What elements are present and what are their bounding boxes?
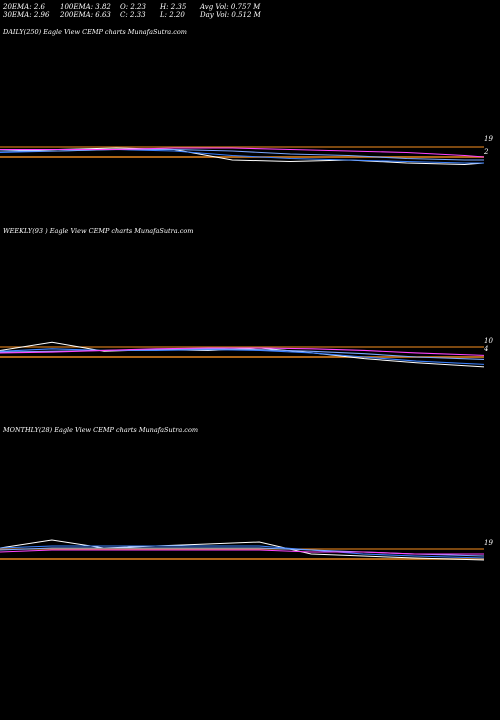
avg-vol-stat: Avg Vol: 0.757 M [200,3,261,11]
price-line [0,147,485,166]
stats-col-3: O: 2.23 C: 2.33 [120,3,146,19]
stats-col-1: 20EMA: 2.6 30EMA: 2.96 [3,3,49,19]
close-stat: C: 2.33 [120,11,146,19]
ema-long-line [0,147,485,158]
weekly-chart: 104 [0,337,493,368]
ema-short-line [0,545,485,559]
price-line [0,341,485,368]
monthly-panel-label: MONTHLY(28) Eagle View CEMP charts Munaf… [3,426,199,434]
price-line [0,539,485,561]
axis-tick-label: 2 [483,148,489,156]
stats-col-4: H: 2.35 L: 2.20 [160,3,186,19]
ema-mid-line [0,148,484,161]
ema100-stat: 100EMA: 3.82 [60,3,111,11]
ema-short-line [0,348,485,365]
axis-tick-label: 19 [484,135,493,143]
ema-long-line [0,549,484,555]
open-stat: O: 2.23 [120,3,146,11]
ema200-stat: 200EMA: 6.63 [60,11,111,19]
high-stat: H: 2.35 [160,3,187,11]
ema20-stat: 20EMA: 2.6 [3,3,45,11]
day-vol-stat: Day Vol: 0.512 M [200,11,261,19]
monthly-chart: 19 [0,539,493,561]
weekly-panel-label: WEEKLY(93 ) Eagle View CEMP charts Munaf… [3,227,194,235]
stats-col-2: 100EMA: 3.82 200EMA: 6.63 [60,3,111,19]
daily-panel-label: DAILY(250) Eagle View CEMP charts Munafa… [3,28,187,36]
axis-tick-label: 19 [484,539,493,547]
axis-tick-label: 10 [484,337,493,345]
daily-chart: 19 2 [0,135,493,166]
ema30-stat: 30EMA: 2.96 [3,11,50,19]
low-stat: L: 2.20 [160,11,185,19]
ema-long-line [0,347,485,356]
stats-col-5: Avg Vol: 0.757 M Day Vol: 0.512 M [200,3,261,19]
axis-tick-label: 4 [483,345,488,353]
